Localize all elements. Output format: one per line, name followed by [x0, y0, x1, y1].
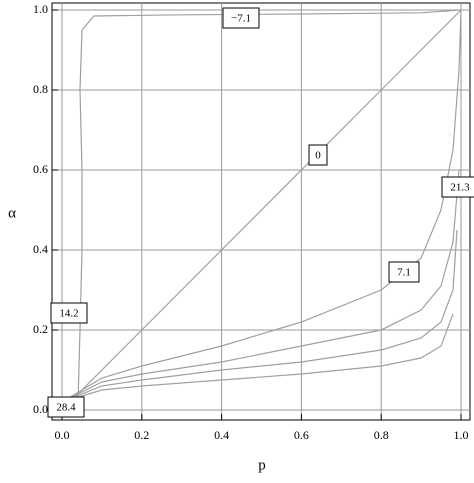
- contour-label-box: [222, 7, 260, 29]
- y-tick-label: 0.8: [33, 82, 48, 96]
- contour-label: 7.1: [397, 267, 411, 279]
- contour-label-box: [441, 176, 474, 198]
- y-tick-label: 0.4: [33, 242, 48, 256]
- x-tick-label: 0.8: [374, 428, 389, 442]
- contour-label: 21.3: [450, 182, 470, 194]
- contour-line: [61, 169, 460, 403]
- contour-line: [77, 9, 462, 403]
- contour-line: [61, 229, 458, 403]
- y-tick-label: 0.0: [33, 402, 48, 416]
- x-tick-label: 0.4: [214, 428, 229, 442]
- x-tick-label: 0.6: [294, 428, 309, 442]
- x-tick-label: 1.0: [454, 428, 469, 442]
- contour-line: [61, 9, 462, 411]
- contour-label: 28.4: [56, 402, 76, 414]
- contour-label-box: [47, 396, 85, 418]
- y-axis-label: α: [8, 205, 16, 221]
- x-tick-label: 0.2: [134, 428, 149, 442]
- contour-label-box: [388, 261, 420, 283]
- y-tick-label: 0.2: [33, 322, 48, 336]
- plot-frame: [51, 2, 471, 421]
- contour-line: [61, 9, 462, 403]
- y-tick-label: 1.0: [33, 2, 48, 16]
- contour-label-box: [50, 302, 88, 324]
- contour-label: 0: [315, 150, 321, 162]
- x-tick-label: 0.0: [55, 428, 70, 442]
- contour-label: 14.2: [59, 308, 78, 320]
- contour-label: −7.1: [231, 13, 251, 25]
- contour-label-box: [308, 144, 328, 166]
- y-tick-label: 0.6: [33, 162, 48, 176]
- contour-line: [61, 313, 454, 403]
- x-axis-label: p: [258, 457, 266, 473]
